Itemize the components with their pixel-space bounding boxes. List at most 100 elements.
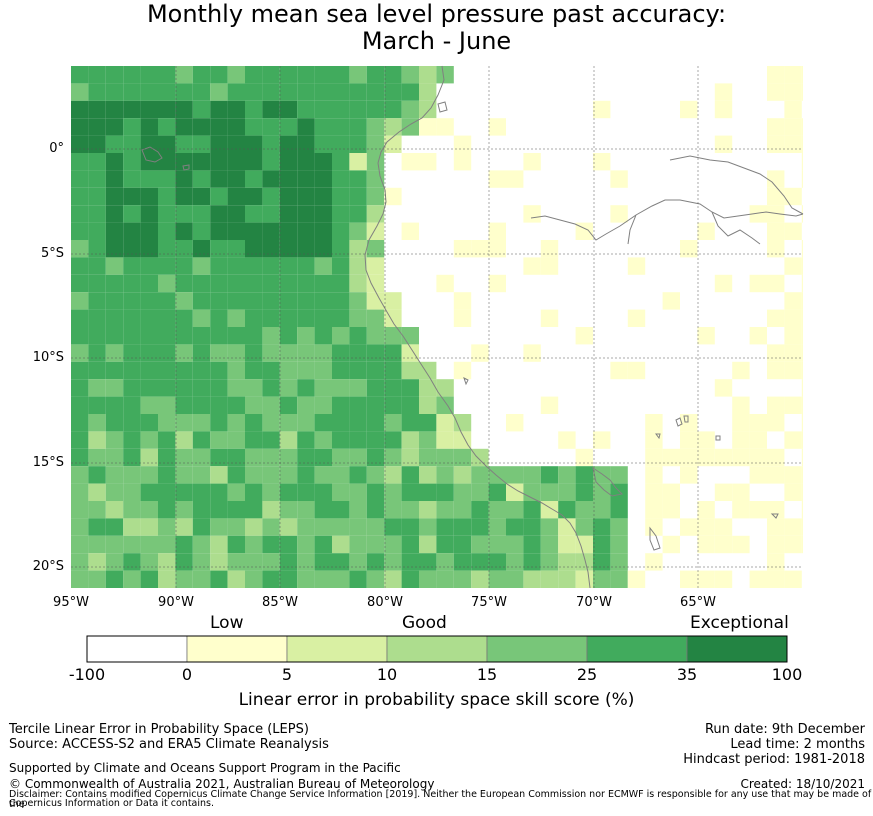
skill-cell	[523, 205, 541, 223]
skill-cell	[749, 205, 767, 223]
skill-cell	[784, 118, 802, 136]
skill-cell	[210, 100, 228, 119]
skill-cell	[349, 274, 367, 293]
skill-cell	[384, 535, 402, 554]
skill-cell	[488, 118, 506, 136]
skill-cell	[314, 414, 332, 432]
skill-cell	[767, 535, 785, 554]
skill-cell	[401, 66, 419, 84]
skill-cell	[297, 344, 315, 362]
skill-cell	[227, 205, 245, 223]
skill-cell	[105, 553, 124, 571]
skill-cell	[784, 222, 802, 240]
skill-cell	[314, 66, 332, 84]
skill-cell	[279, 274, 298, 293]
skill-cell	[471, 466, 489, 484]
skill-cell	[123, 205, 141, 223]
skill-cell	[105, 274, 124, 293]
skill-cell	[105, 483, 124, 501]
skill-cell	[453, 153, 472, 171]
skill-cell	[123, 396, 141, 414]
skill-cell	[245, 483, 263, 501]
skill-cell	[714, 535, 733, 554]
skill-cell	[245, 257, 263, 275]
skill-cell	[175, 309, 193, 327]
skill-cell	[297, 570, 315, 588]
skill-cell	[279, 100, 298, 119]
skill-cell	[175, 448, 193, 467]
skill-cell	[767, 448, 785, 467]
skill-cell	[610, 483, 628, 501]
skill-cell	[767, 361, 785, 380]
skill-cell	[453, 292, 472, 310]
category-good: Good	[402, 613, 447, 633]
skill-cell	[384, 83, 402, 101]
skill-cell	[593, 535, 611, 554]
skill-cell	[436, 466, 454, 484]
footer-copyright: © Commonwealth of Australia 2021, Austra…	[9, 777, 435, 791]
skill-cell	[349, 100, 367, 119]
skill-cell	[332, 257, 350, 275]
skill-cell	[210, 396, 228, 414]
footer-method: Tercile Linear Error in Probability Spac…	[9, 722, 309, 737]
skill-cell	[732, 396, 750, 414]
skill-cell	[279, 292, 298, 310]
skill-cell	[175, 501, 193, 519]
skill-cell	[575, 466, 593, 484]
skill-cell	[175, 535, 193, 554]
skill-cell	[610, 205, 628, 223]
colorbar-outline	[86, 635, 788, 663]
skill-cell	[366, 344, 385, 362]
skill-cell	[366, 205, 385, 223]
skill-cell	[523, 518, 541, 536]
skill-cell	[523, 501, 541, 519]
skill-cell	[366, 518, 385, 536]
skill-cell	[297, 448, 315, 467]
skill-cell	[767, 553, 785, 571]
skill-cell	[105, 66, 124, 84]
skill-cell	[71, 570, 89, 588]
skill-cell	[314, 379, 332, 397]
skill-cell	[227, 448, 245, 467]
skill-cell	[384, 483, 402, 501]
skill-cell	[645, 553, 663, 571]
skill-cell	[732, 501, 750, 519]
skill-cell	[575, 553, 593, 571]
skill-cell	[279, 414, 298, 432]
skill-cell	[158, 135, 176, 153]
skill-cell	[279, 379, 298, 397]
skill-cell	[401, 414, 419, 432]
skill-cell	[279, 222, 298, 240]
skill-cell	[506, 483, 524, 501]
skill-cell	[105, 222, 124, 240]
skill-cell	[558, 483, 576, 501]
skill-cell	[349, 414, 367, 432]
skill-cell	[453, 501, 472, 519]
skill-cell	[349, 535, 367, 554]
footer-lead-time: Lead time: 2 months	[730, 737, 865, 752]
skill-cell	[71, 501, 89, 519]
skill-cell	[784, 135, 802, 153]
skill-cell	[453, 135, 472, 153]
skill-cell	[123, 240, 141, 258]
skill-cell	[784, 361, 802, 380]
skill-cell	[245, 240, 263, 258]
skill-cell	[384, 448, 402, 467]
skill-cell	[801, 240, 803, 258]
skill-cell	[140, 257, 158, 275]
skill-cell	[297, 379, 315, 397]
skill-cell	[332, 518, 350, 536]
skill-cell	[262, 361, 280, 380]
skill-cell	[175, 257, 193, 275]
skill-cell	[767, 83, 785, 101]
skill-cell	[279, 518, 298, 536]
skill-cell	[105, 518, 124, 536]
skill-cell	[71, 535, 89, 554]
skill-cell	[140, 483, 158, 501]
skill-cell	[784, 292, 802, 310]
skill-cell	[558, 431, 576, 449]
skill-cell	[158, 396, 176, 414]
skill-cell	[801, 396, 803, 414]
skill-cell	[192, 257, 211, 275]
skill-cell	[71, 240, 89, 258]
